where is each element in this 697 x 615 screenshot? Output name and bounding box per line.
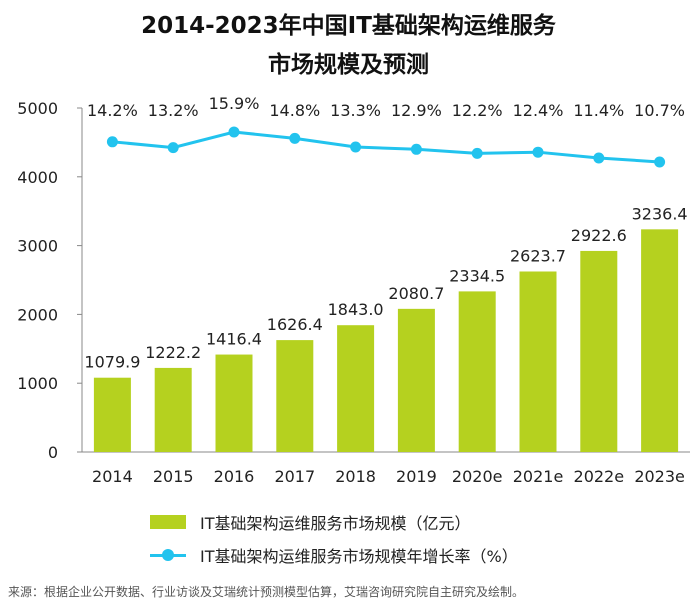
x-tick-label: 2014 — [92, 467, 133, 486]
bar-value-label: 2080.7 — [388, 284, 444, 303]
bar — [580, 250, 618, 452]
legend-item-growth-rate: IT基础架构运维服务市场规模年增长率（%） — [150, 543, 518, 567]
bar — [276, 340, 314, 452]
legend-line-swatch — [150, 548, 186, 561]
growth-rate-label: 13.3% — [330, 101, 381, 120]
x-tick-label: 2017 — [274, 467, 315, 486]
bar-value-label: 3236.4 — [632, 204, 688, 223]
growth-rate-label: 14.2% — [87, 101, 138, 120]
growth-rate-label: 11.4% — [573, 101, 624, 120]
legend-label-market-size: IT基础架构运维服务市场规模（亿元） — [200, 514, 471, 533]
bar-value-label: 1416.4 — [206, 330, 262, 349]
x-tick-label: 2018 — [335, 467, 376, 486]
bar-value-label: 1843.0 — [328, 300, 384, 319]
growth-rate-point — [106, 136, 118, 148]
bar-value-label: 2334.5 — [449, 266, 505, 285]
growth-rate-label: 13.2% — [148, 101, 199, 120]
growth-rate-label: 12.9% — [391, 101, 442, 120]
y-tick-label: 2000 — [17, 305, 58, 324]
bar-value-label: 1626.4 — [267, 315, 323, 334]
growth-rate-point — [410, 143, 422, 155]
growth-rate-label: 10.7% — [634, 101, 685, 120]
chart-title-line2: 市场规模及预测 — [268, 52, 429, 78]
bar — [154, 367, 192, 452]
growth-rate-point — [593, 152, 605, 164]
bar-value-label: 1222.2 — [145, 343, 201, 362]
bar-value-label: 2623.7 — [510, 246, 566, 265]
x-tick-label: 2022e — [574, 467, 625, 486]
growth-rate-point — [167, 142, 179, 154]
growth-rate-point — [654, 156, 666, 168]
growth-rate-label: 12.2% — [452, 101, 503, 120]
bar-value-label: 2922.6 — [571, 226, 627, 245]
y-tick-label: 0 — [48, 443, 58, 462]
x-tick-label: 2020e — [452, 467, 503, 486]
growth-rate-line — [112, 130, 660, 164]
bar — [337, 325, 375, 452]
x-tick-label: 2019 — [396, 467, 437, 486]
x-tick-label: 2015 — [153, 467, 194, 486]
growth-rate-point — [350, 141, 362, 153]
x-tick-label: 2016 — [214, 467, 255, 486]
growth-rate-point — [532, 146, 544, 158]
x-tick-label: 2021e — [513, 467, 564, 486]
x-tick-label: 2023e — [634, 467, 685, 486]
bar — [641, 229, 679, 452]
y-tick-label: 1000 — [17, 374, 58, 393]
bar — [519, 271, 557, 452]
legend-bar-swatch — [150, 515, 186, 529]
bar — [458, 291, 496, 452]
y-tick-label: 3000 — [17, 237, 58, 256]
growth-rate-label: 14.8% — [269, 101, 320, 120]
growth-rate-label: 12.4% — [513, 101, 564, 120]
legend-label-growth-rate: IT基础架构运维服务市场规模年增长率（%） — [200, 547, 518, 566]
growth-rate-label: 15.9% — [209, 94, 260, 113]
bar — [93, 377, 131, 452]
bar-value-label: 1079.9 — [84, 353, 140, 372]
growth-rate-point — [289, 132, 301, 144]
growth-rate-point — [228, 126, 240, 138]
chart-title-line1: 2014-2023年中国IT基础架构运维服务 — [141, 13, 556, 39]
chart-svg: 0 1000 2000 3000 4000 5000 1079.9 2014 1222.2 201… — [17, 94, 690, 486]
source-note: 来源：根据企业公开数据、行业访谈及艾瑞统计预测模型估算，艾瑞咨询研究院自主研究及… — [8, 585, 525, 599]
legend-item-market-size: IT基础架构运维服务市场规模（亿元） — [150, 510, 471, 534]
growth-rate-point — [471, 147, 483, 159]
y-tick-label: 4000 — [17, 168, 58, 187]
bar — [215, 354, 253, 452]
y-tick-label: 5000 — [17, 99, 58, 118]
bar — [397, 308, 435, 452]
